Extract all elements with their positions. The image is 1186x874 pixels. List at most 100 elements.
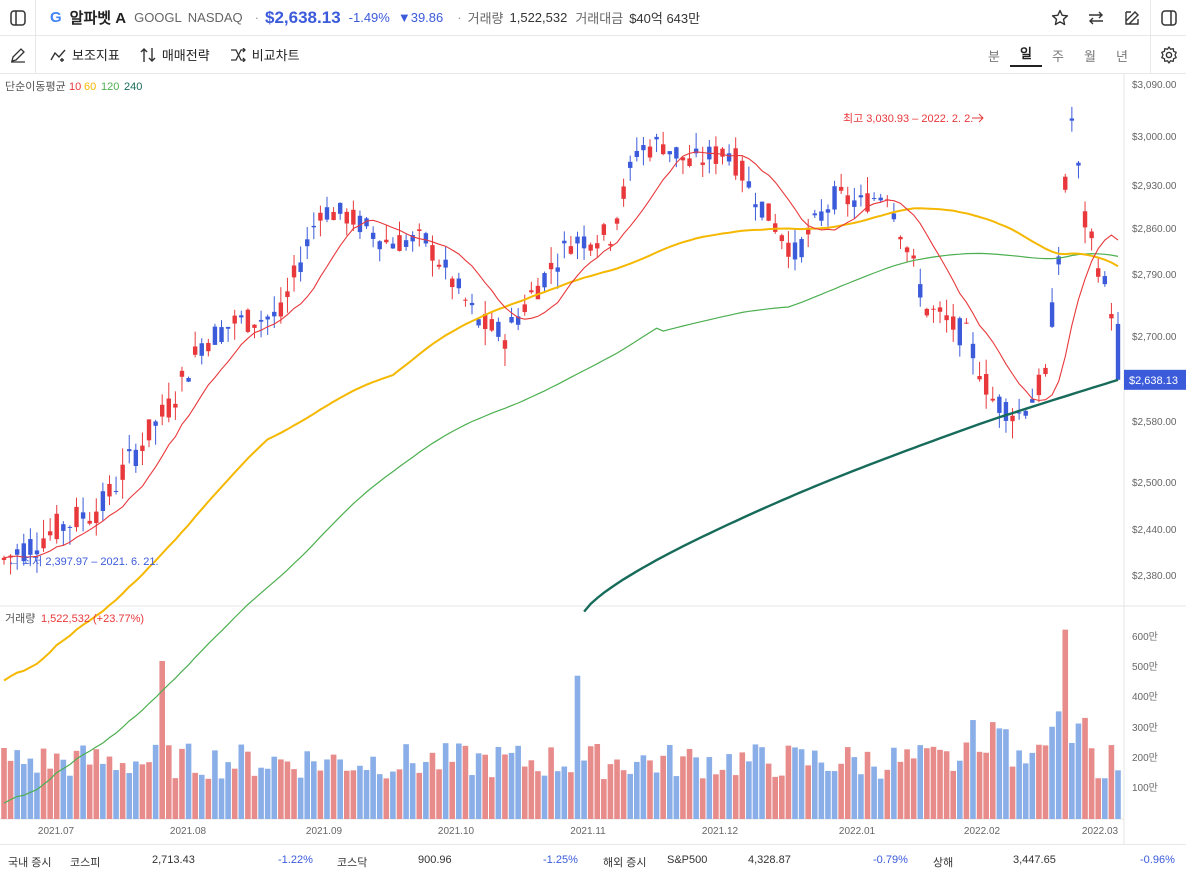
tab-period-minute[interactable]: 분: [988, 48, 1000, 64]
candle-body: [871, 198, 877, 200]
sp500-change: -0.79%: [873, 854, 908, 866]
indicator-button[interactable]: 보조지표: [50, 45, 120, 64]
candlesticks: [1, 106, 1121, 575]
volume-bar: [752, 744, 759, 819]
sp500-label[interactable]: S&P500: [667, 854, 708, 866]
price-tick-label: $2,580.00: [1132, 417, 1177, 428]
volume-bar: [60, 759, 67, 819]
stock-name: 알파벳 A: [69, 10, 127, 27]
price-tick-label: $2,860.00: [1132, 224, 1177, 235]
chart-settings-button[interactable]: [1150, 36, 1186, 74]
volume-bar: [119, 763, 126, 819]
candle-body: [364, 218, 369, 227]
favorite-button[interactable]: [1042, 0, 1078, 36]
candle-body: [450, 278, 455, 288]
price-tick-label: $2,440.00: [1132, 525, 1177, 536]
edit-button[interactable]: [1114, 0, 1150, 36]
volume-bar: [653, 772, 660, 819]
volume-bar: [1022, 763, 1029, 819]
price-axis: $3,090.00 $3,000.00 $2,930.00 $2,860.00 $2,7…: [1132, 80, 1177, 582]
volume-bar: [1062, 629, 1069, 819]
tab-period-day[interactable]: 일: [1010, 43, 1042, 67]
kosdaq-label[interactable]: 코스닥: [337, 857, 368, 869]
candle-body: [812, 213, 817, 216]
tab-period-year[interactable]: 년: [1116, 48, 1128, 64]
volume-bar: [212, 750, 218, 819]
shanghai-label[interactable]: 상해: [933, 857, 954, 869]
candle-body: [891, 213, 897, 220]
candle-body: [529, 290, 534, 293]
tab-period-month[interactable]: 월: [1084, 48, 1096, 64]
candle-body: [239, 315, 244, 318]
volume-bar: [996, 728, 1003, 819]
candle-body: [67, 526, 73, 528]
candle-body: [588, 244, 593, 251]
volume-bar: [409, 763, 416, 819]
time-tick-label: 2021.09: [306, 826, 343, 837]
volume-bar: [739, 752, 746, 819]
panel-toggle-button[interactable]: [1150, 0, 1186, 36]
candle-body: [825, 209, 831, 213]
candle-body: [94, 511, 99, 524]
time-tick-label: 2021.07: [38, 826, 75, 837]
tab-period-week[interactable]: 주: [1052, 48, 1064, 64]
strategy-button[interactable]: 매매전략: [140, 45, 210, 64]
volume-bar: [1, 748, 7, 819]
volume-tick-label: 400만: [1132, 691, 1158, 703]
candle-body: [601, 224, 607, 235]
candle-body: [463, 299, 468, 301]
volume-bar: [502, 754, 508, 819]
volume-bar: [587, 746, 594, 819]
market-index-bar: 국내 증시 코스피 2,713.43 -1.22% 코스닥 900.96 -1.…: [0, 844, 1186, 874]
sidebar-toggle-button[interactable]: [0, 0, 36, 36]
volume-bar: [891, 747, 897, 819]
edit-icon: [1125, 11, 1139, 25]
draw-button[interactable]: [0, 35, 36, 74]
volume-tick-label: 600만: [1132, 631, 1158, 643]
candle-body: [186, 377, 191, 382]
volume-bar: [1009, 766, 1016, 819]
volume-bar: [403, 744, 409, 819]
volume-bar: [904, 749, 910, 819]
volume-bar: [297, 777, 304, 819]
volume-axis: 600만 500만 400만 300만 200만 100만: [1132, 631, 1158, 794]
indicator-icon: [50, 49, 66, 62]
price-tick-label: $3,090.00: [1132, 80, 1177, 91]
volume-bar: [541, 775, 548, 819]
volume-bar: [311, 761, 317, 819]
candle-body: [1036, 374, 1042, 396]
volume-bar: [673, 776, 680, 819]
candle-body: [924, 308, 930, 316]
candle-body: [212, 326, 218, 345]
time-tick-label: 2021.08: [170, 826, 207, 837]
candle-body: [733, 148, 738, 176]
candle-body: [693, 148, 699, 154]
price-chart[interactable]: $3,090.00 $3,000.00 $2,930.00 $2,860.00 $2,7…: [0, 74, 1186, 844]
candle-body: [179, 370, 185, 377]
volume-bar: [831, 771, 838, 819]
candle-body: [838, 186, 844, 191]
kospi-change: -1.22%: [278, 854, 313, 866]
candle-body: [377, 241, 382, 250]
candle-body: [74, 506, 79, 528]
volume-bar: [278, 759, 284, 819]
volume-bar: [1029, 752, 1036, 819]
volume-bar: [126, 773, 133, 819]
volume-bar: [1042, 745, 1049, 819]
kospi-label[interactable]: 코스피: [70, 857, 101, 869]
candle-body: [1043, 367, 1048, 375]
ma120-legend: 120: [101, 81, 119, 93]
volume-bar: [568, 772, 574, 819]
candle-body: [54, 513, 59, 540]
volume-bar: [73, 750, 80, 819]
candle-body: [199, 343, 204, 356]
candle-body: [1016, 412, 1022, 414]
volume-bar: [245, 751, 251, 819]
volume-bar: [798, 749, 805, 819]
volume-bar: [1075, 723, 1082, 819]
swap-button[interactable]: [1078, 0, 1114, 36]
volume-bar: [133, 761, 139, 819]
compare-button[interactable]: 비교차트: [230, 45, 300, 64]
period-tabs: 분 일 주 월 년: [978, 36, 1138, 74]
candle-body: [265, 316, 270, 320]
